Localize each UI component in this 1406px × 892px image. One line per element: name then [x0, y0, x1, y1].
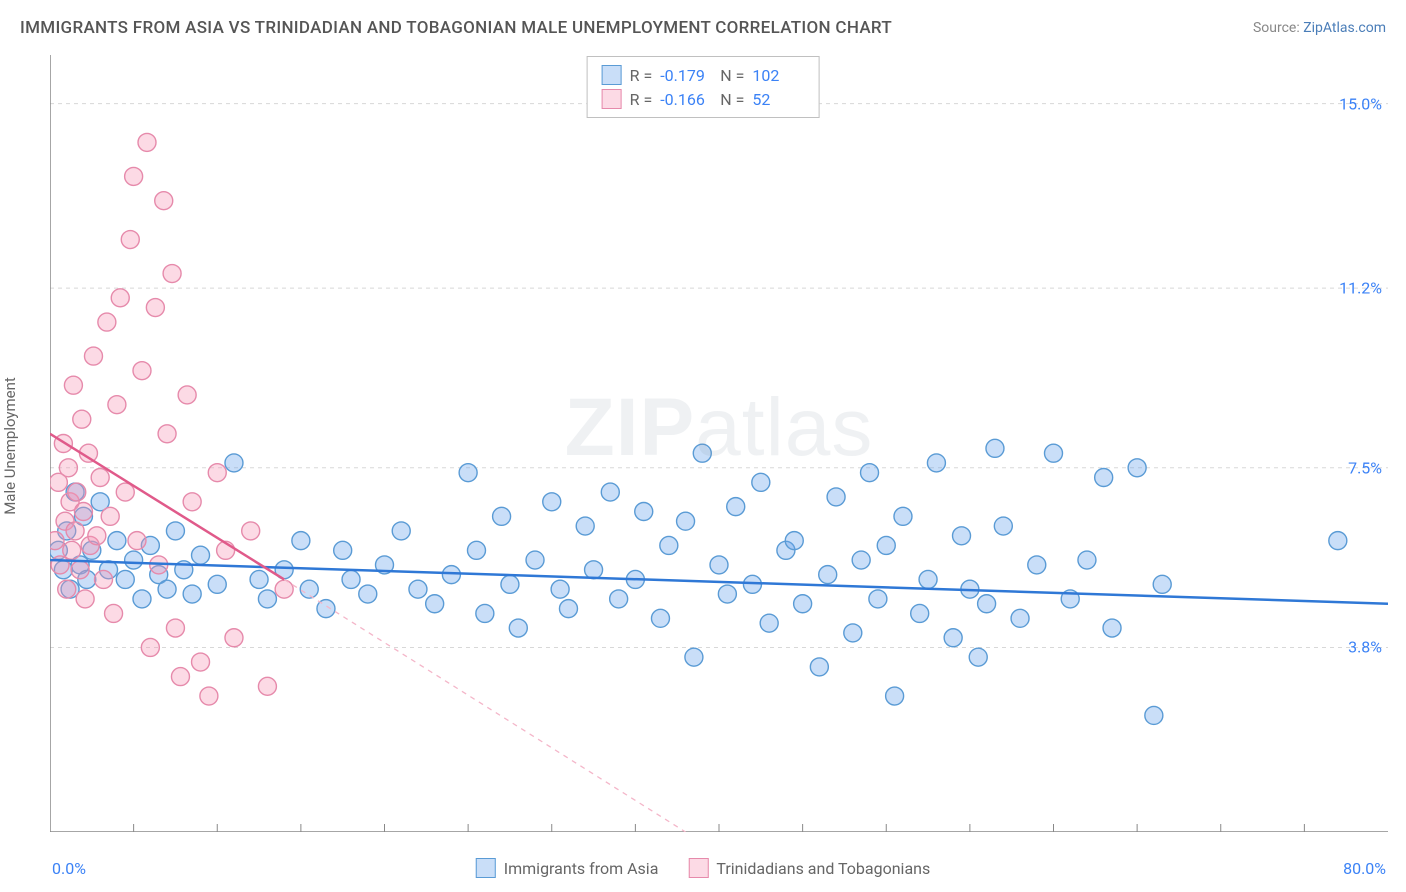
- legend-n-value-asia: 102: [752, 66, 804, 85]
- legend-label-trinidad: Trinidadians and Tobagonians: [716, 859, 930, 878]
- legend-n-label: N =: [720, 66, 744, 85]
- chart-source: Source: ZipAtlas.com: [1253, 20, 1386, 36]
- legend-row-trinidad: R = -0.166 N = 52: [602, 87, 805, 111]
- correlation-legend: R = -0.179 N = 102 R = -0.166 N = 52: [587, 56, 820, 118]
- legend-item-trinidad: Trinidadians and Tobagonians: [688, 858, 930, 878]
- y-tick-label: 7.5%: [1348, 458, 1382, 477]
- legend-label-asia: Immigrants from Asia: [504, 859, 659, 878]
- x-axis-min-label: 0.0%: [52, 859, 86, 878]
- legend-n-label: N =: [720, 90, 744, 109]
- legend-item-asia: Immigrants from Asia: [476, 858, 659, 878]
- x-axis-max-label: 80.0%: [1343, 859, 1386, 878]
- source-link[interactable]: ZipAtlas.com: [1303, 20, 1386, 36]
- plot-area: ZIPatlas 3.8%7.5%11.2%15.0%: [50, 55, 1388, 832]
- y-tick-label: 3.8%: [1348, 638, 1382, 657]
- legend-r-label: R =: [630, 66, 653, 85]
- scatter-plot-svg: [50, 55, 1388, 832]
- legend-r-value-asia: -0.179: [660, 66, 712, 85]
- chart-header: IMMIGRANTS FROM ASIA VS TRINIDADIAN AND …: [20, 18, 1386, 38]
- series-legend: Immigrants from Asia Trinidadians and To…: [476, 858, 930, 878]
- legend-swatch-asia: [602, 65, 622, 85]
- chart-title: IMMIGRANTS FROM ASIA VS TRINIDADIAN AND …: [20, 18, 892, 38]
- legend-swatch-trinidad: [688, 858, 708, 878]
- y-axis-label: Male Unemployment: [1, 377, 19, 515]
- legend-n-value-trinidad: 52: [752, 90, 804, 109]
- source-prefix: Source:: [1253, 20, 1303, 36]
- legend-swatch-trinidad: [602, 89, 622, 109]
- y-tick-label: 11.2%: [1339, 279, 1382, 298]
- legend-swatch-asia: [476, 858, 496, 878]
- legend-r-value-trinidad: -0.166: [660, 90, 712, 109]
- y-tick-label: 15.0%: [1339, 94, 1382, 113]
- legend-row-asia: R = -0.179 N = 102: [602, 63, 805, 87]
- legend-r-label: R =: [630, 90, 653, 109]
